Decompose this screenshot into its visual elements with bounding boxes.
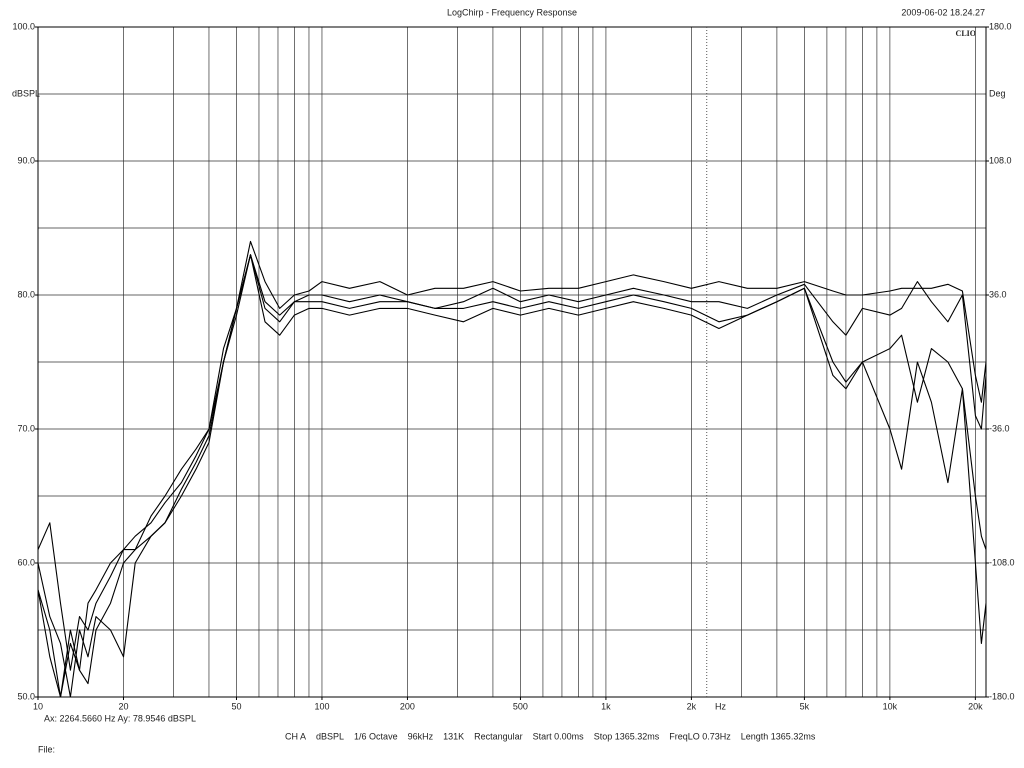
x-tick-label: 200 xyxy=(400,701,415,711)
status-bar: CH A dBSPL 1/6 Octave 96kHz 131K Rectangular S… xyxy=(285,731,816,741)
y2-tick-label: 36.0 xyxy=(989,289,1007,299)
logo: CLIO xyxy=(956,29,976,38)
file-label: File: xyxy=(38,744,55,754)
status-item: Stop 1365.32ms xyxy=(594,731,660,741)
status-item: Rectangular xyxy=(474,731,523,741)
x-tick-label: 1k xyxy=(601,701,611,711)
y-tick-label: 80.0 xyxy=(17,289,35,299)
x-tick-label: 10 xyxy=(33,701,43,711)
timestamp: 2009-06-02 18.24.27 xyxy=(901,7,985,17)
y2-tick-label: 180.0 xyxy=(989,21,1012,31)
cursor-readout: Ax: 2264.5660 Hz Ay: 78.9546 dBSPL xyxy=(44,713,196,723)
status-item: dBSPL xyxy=(316,731,344,741)
status-item: FreqLO 0.73Hz xyxy=(669,731,731,741)
y-axis-label: dBSPL xyxy=(12,88,40,98)
y2-tick-label: 108.0 xyxy=(989,155,1012,165)
y-tick-label: 100.0 xyxy=(12,21,35,31)
y2-tick-label: -180.0 xyxy=(989,691,1015,701)
x-tick-label: 20k xyxy=(968,701,983,711)
y2-tick-label: -108.0 xyxy=(989,557,1015,567)
status-item: Start 0.00ms xyxy=(533,731,585,741)
series-line xyxy=(38,254,986,697)
y-tick-label: 90.0 xyxy=(17,155,35,165)
status-item: 1/6 Octave xyxy=(354,731,398,741)
x-tick-label: 100 xyxy=(314,701,329,711)
status-item: 131K xyxy=(443,731,464,741)
y2-axis-label: Deg xyxy=(989,88,1006,98)
chart-title: LogChirp - Frequency Response xyxy=(447,7,577,17)
status-item: 96kHz xyxy=(408,731,434,741)
status-item: Length 1365.32ms xyxy=(741,731,816,741)
x-tick-label: 5k xyxy=(800,701,810,711)
series-line xyxy=(38,240,986,671)
x-tick-label: 500 xyxy=(513,701,528,711)
status-item: CH A xyxy=(285,731,306,741)
y2-tick-label: -36.0 xyxy=(989,423,1010,433)
x-tick-label: 10k xyxy=(883,701,898,711)
x-axis-label: Hz xyxy=(715,701,726,711)
y-tick-label: 70.0 xyxy=(17,423,35,433)
x-tick-label: 2k xyxy=(687,701,697,711)
y-tick-label: 60.0 xyxy=(17,557,35,567)
series-line xyxy=(38,254,986,697)
x-tick-label: 20 xyxy=(118,701,128,711)
y-tick-label: 50.0 xyxy=(17,691,35,701)
x-tick-label: 50 xyxy=(231,701,241,711)
